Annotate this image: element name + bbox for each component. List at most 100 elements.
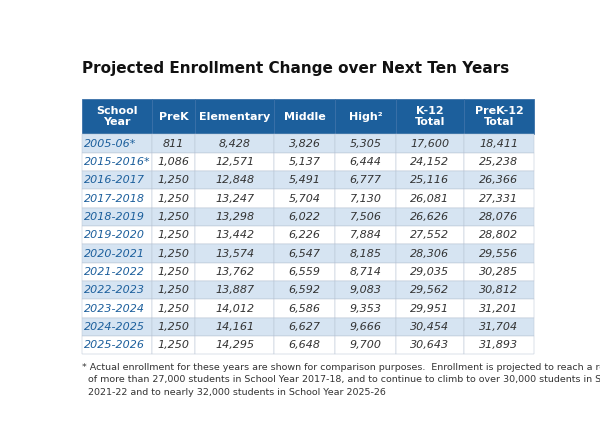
Text: 8,185: 8,185 [350, 249, 382, 258]
Bar [464, 226, 534, 244]
Bar [82, 208, 152, 226]
Bar [82, 244, 152, 263]
Text: PreK: PreK [158, 112, 188, 122]
Bar [274, 263, 335, 281]
Bar [335, 153, 396, 171]
Bar [335, 244, 396, 263]
Text: 13,762: 13,762 [215, 267, 254, 277]
Text: 7,884: 7,884 [350, 230, 382, 240]
Text: 17,600: 17,600 [410, 138, 449, 149]
Text: 9,083: 9,083 [350, 285, 382, 295]
Bar [274, 153, 335, 171]
Bar [274, 171, 335, 190]
Bar [274, 99, 335, 135]
Bar [152, 336, 195, 355]
Text: 30,643: 30,643 [410, 340, 449, 350]
Bar [335, 226, 396, 244]
Bar [152, 226, 195, 244]
Bar [464, 281, 534, 299]
Text: 5,491: 5,491 [289, 175, 320, 185]
Bar [464, 99, 534, 135]
Bar [152, 99, 195, 135]
Text: 30,812: 30,812 [479, 285, 518, 295]
Bar [464, 318, 534, 336]
Text: 1,250: 1,250 [158, 340, 190, 350]
Text: 26,366: 26,366 [479, 175, 518, 185]
Bar [195, 281, 274, 299]
Bar [464, 190, 534, 208]
Text: 13,574: 13,574 [215, 249, 254, 258]
Text: 30,285: 30,285 [479, 267, 518, 277]
Text: 1,086: 1,086 [158, 157, 190, 167]
Text: 24,152: 24,152 [410, 157, 449, 167]
Bar [464, 299, 534, 318]
Text: 2018-2019: 2018-2019 [84, 212, 145, 222]
Text: 1,250: 1,250 [158, 285, 190, 295]
Text: 811: 811 [163, 138, 184, 149]
Text: 28,802: 28,802 [479, 230, 518, 240]
Text: 8,714: 8,714 [350, 267, 382, 277]
Text: 9,353: 9,353 [350, 303, 382, 314]
Text: PreK-12
Total: PreK-12 Total [475, 106, 523, 127]
Text: 5,305: 5,305 [350, 138, 382, 149]
Bar [152, 153, 195, 171]
Text: 1,250: 1,250 [158, 249, 190, 258]
Text: 13,298: 13,298 [215, 212, 254, 222]
Bar [464, 153, 534, 171]
Bar [335, 135, 396, 153]
Bar [82, 190, 152, 208]
Text: 12,848: 12,848 [215, 175, 254, 185]
Bar [274, 226, 335, 244]
Text: 6,444: 6,444 [350, 157, 382, 167]
Bar [335, 171, 396, 190]
Text: 1,250: 1,250 [158, 322, 190, 332]
Bar [195, 244, 274, 263]
Bar [396, 153, 464, 171]
Bar [396, 244, 464, 263]
Bar [82, 226, 152, 244]
Bar [274, 208, 335, 226]
Text: 8,428: 8,428 [218, 138, 251, 149]
Bar [464, 336, 534, 355]
Text: 6,648: 6,648 [289, 340, 320, 350]
Bar [396, 263, 464, 281]
Text: Projected Enrollment Change over Next Ten Years: Projected Enrollment Change over Next Te… [82, 61, 509, 76]
Text: 25,238: 25,238 [479, 157, 518, 167]
Text: 6,547: 6,547 [289, 249, 320, 258]
Text: Middle: Middle [284, 112, 325, 122]
Bar [152, 190, 195, 208]
Bar [195, 190, 274, 208]
Bar [195, 336, 274, 355]
Text: 1,250: 1,250 [158, 230, 190, 240]
Text: 14,012: 14,012 [215, 303, 254, 314]
Text: 6,592: 6,592 [289, 285, 320, 295]
Text: 28,306: 28,306 [410, 249, 449, 258]
Text: 2022-2023: 2022-2023 [84, 285, 145, 295]
Text: 28,076: 28,076 [479, 212, 518, 222]
Text: 3,826: 3,826 [289, 138, 320, 149]
Text: 2020-2021: 2020-2021 [84, 249, 145, 258]
Bar [195, 318, 274, 336]
Bar [274, 281, 335, 299]
Text: 14,161: 14,161 [215, 322, 254, 332]
Bar [152, 135, 195, 153]
Text: High²: High² [349, 112, 382, 122]
Bar [82, 281, 152, 299]
Text: 2024-2025: 2024-2025 [84, 322, 145, 332]
Text: School
Year: School Year [96, 106, 138, 127]
Bar [82, 171, 152, 190]
Bar [195, 299, 274, 318]
Text: 6,226: 6,226 [289, 230, 320, 240]
Text: 29,035: 29,035 [410, 267, 449, 277]
Bar [335, 190, 396, 208]
Text: 6,022: 6,022 [289, 212, 320, 222]
Text: 2015-2016*: 2015-2016* [84, 157, 151, 167]
Text: 2017-2018: 2017-2018 [84, 194, 145, 204]
Bar [82, 299, 152, 318]
Bar [195, 99, 274, 135]
Bar [396, 208, 464, 226]
Bar [396, 318, 464, 336]
Text: 25,116: 25,116 [410, 175, 449, 185]
Bar [82, 263, 152, 281]
Bar [152, 244, 195, 263]
